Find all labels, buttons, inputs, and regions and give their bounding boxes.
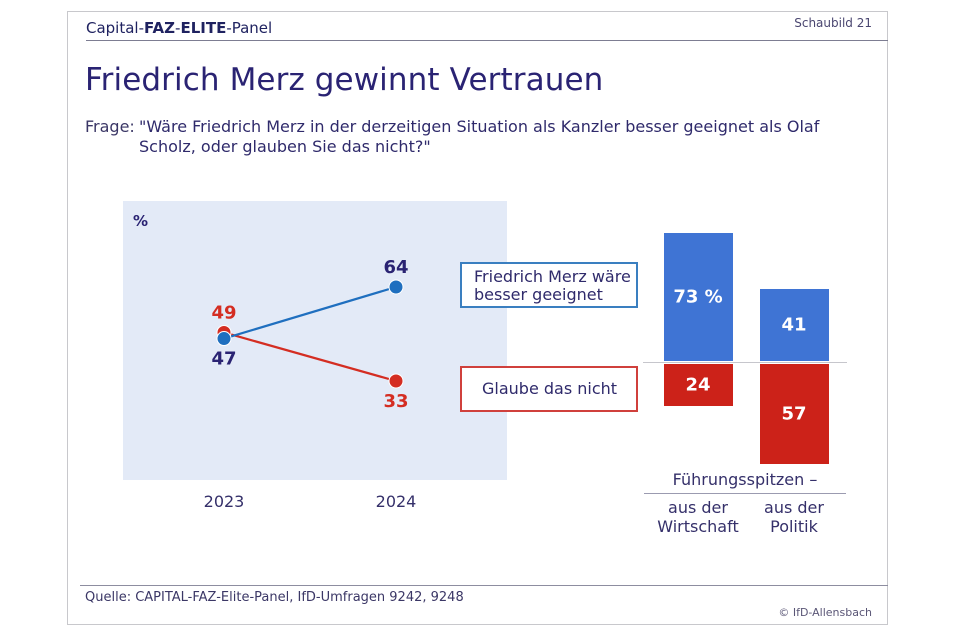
- category-label: aus der Politik: [764, 498, 824, 536]
- panel-brand: Capital-FAZ-ELITE-Panel: [86, 19, 272, 37]
- bar-value-label: 24: [685, 374, 711, 396]
- source-note: Quelle: CAPITAL-FAZ-Elite-Panel, IfD-Umf…: [85, 590, 464, 605]
- category-label-line: Wirtschaft: [657, 517, 739, 536]
- bar-negative: [663, 364, 733, 407]
- bar-positive: [759, 289, 829, 361]
- brand-part: -: [175, 19, 181, 37]
- brand-part: FAZ: [144, 19, 176, 37]
- legend-label: Friedrich Merz wäre besser geeignet: [474, 267, 631, 304]
- copyright: © IfD-Allensbach: [778, 606, 872, 619]
- brand-part: ELITE: [180, 19, 227, 37]
- bar-value-label: 41: [781, 314, 807, 336]
- header-divider: [86, 40, 888, 41]
- legend-dont-believe: Glaube das nicht: [460, 366, 638, 412]
- unit-label: %: [133, 212, 149, 230]
- legend-merz-better: Friedrich Merz wäre besser geeignet: [460, 262, 638, 308]
- legend-label: Glaube das nicht: [482, 379, 618, 398]
- bar-value-label: 57: [781, 403, 807, 425]
- line-chart-panel: [123, 201, 507, 480]
- footer-divider: [80, 585, 888, 586]
- brand-part: -Panel: [226, 19, 273, 37]
- x-tick-label: 2023: [203, 492, 245, 511]
- category-label: aus der Wirtschaft: [657, 498, 738, 536]
- x-tick-label: 2024: [375, 492, 417, 511]
- chart-frame: [67, 11, 888, 625]
- bar-baseline: [643, 362, 847, 363]
- category-label-line: Politik: [770, 517, 818, 536]
- bar-value-label: 73 %: [673, 286, 723, 308]
- bar-positive: [663, 233, 733, 361]
- category-label-line: aus der: [764, 498, 824, 517]
- brand-part: Capital-: [86, 19, 145, 37]
- question-text: "Wäre Friedrich Merz in der derzeitigen …: [139, 117, 820, 156]
- group-divider: [644, 493, 846, 494]
- group-title: Führungsspitzen –: [672, 470, 818, 489]
- page-title: Friedrich Merz gewinnt Vertrauen: [85, 62, 604, 98]
- bar-negative: [759, 364, 829, 464]
- figure-number: Schaubild 21: [794, 16, 872, 30]
- category-label-line: aus der: [668, 498, 728, 517]
- question-label: Frage:: [85, 117, 135, 136]
